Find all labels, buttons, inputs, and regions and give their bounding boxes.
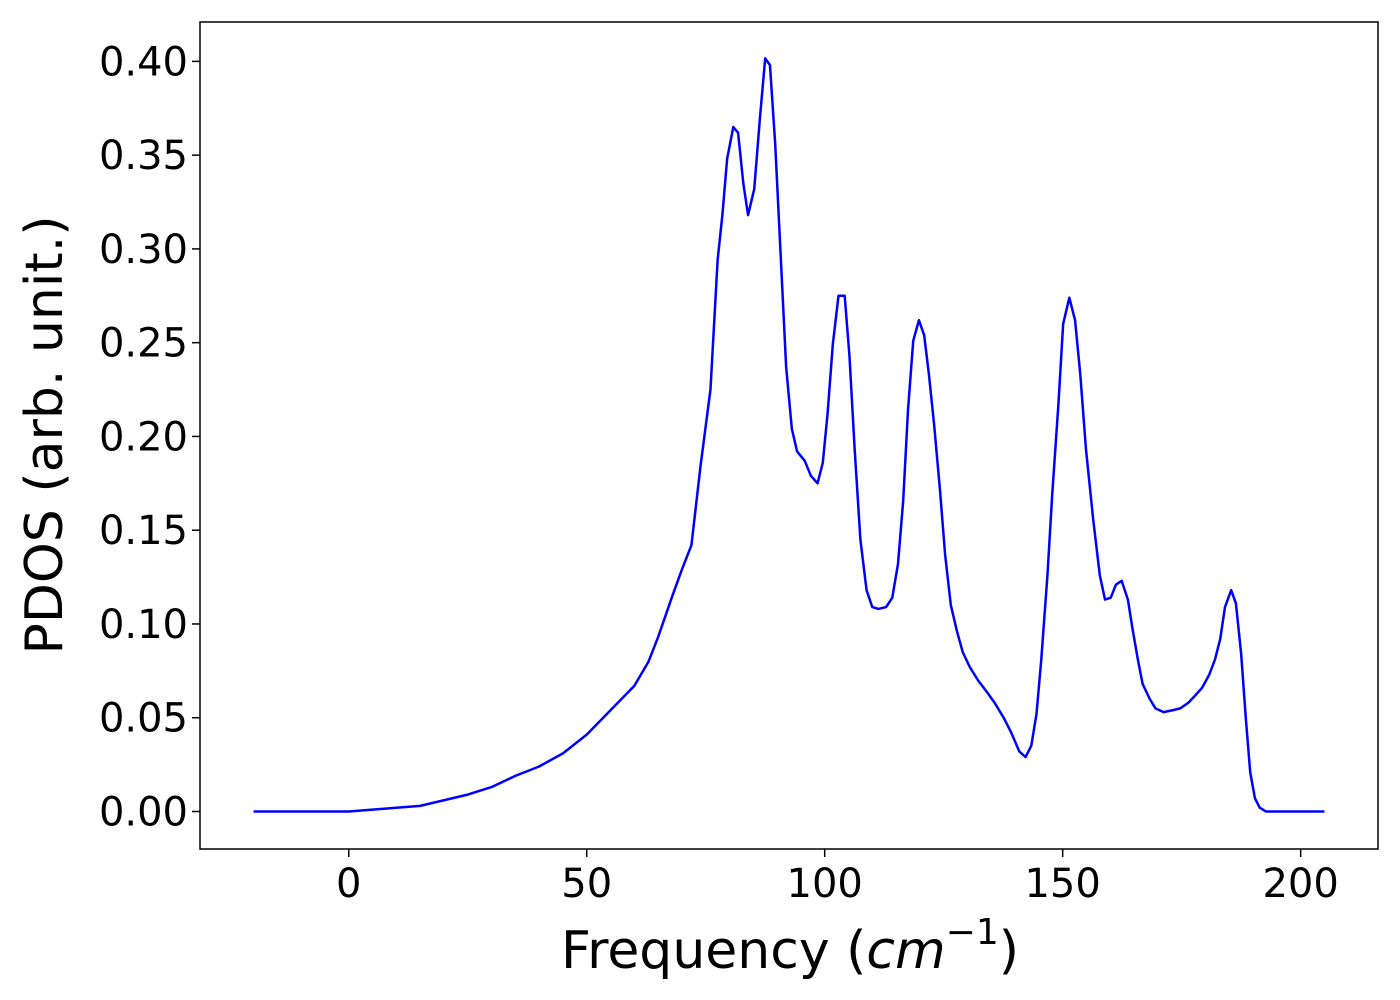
x-axis-label: Frequency (cm−1) — [561, 912, 1019, 981]
y-tick-label: 0.05 — [99, 696, 188, 742]
x-tick-label: 200 — [1262, 861, 1338, 907]
x-label-text: ) — [999, 921, 1019, 981]
y-tick-label: 0.30 — [99, 227, 188, 273]
x-tick-label: 50 — [561, 861, 612, 907]
y-tick-label: 0.00 — [99, 789, 188, 835]
x-tick-label: 150 — [1024, 861, 1100, 907]
y-tick-label: 0.40 — [99, 39, 188, 85]
data-line — [253, 57, 1325, 813]
y-tick-label: 0.35 — [99, 133, 188, 179]
x-tick-label: 0 — [336, 861, 361, 907]
x-label-math: cm — [866, 921, 945, 981]
plot-frame — [199, 21, 1379, 850]
y-tick-label: 0.25 — [99, 321, 188, 367]
y-axis-label: PDOS (arb. unit.) — [15, 215, 75, 654]
x-label-sup: −1 — [946, 912, 999, 953]
y-tick-label: 0.10 — [99, 602, 188, 648]
x-label-text: Frequency ( — [561, 921, 866, 981]
x-tick-label: 100 — [787, 861, 863, 907]
y-tick-label: 0.15 — [99, 508, 188, 554]
y-tick-label: 0.20 — [99, 414, 188, 460]
